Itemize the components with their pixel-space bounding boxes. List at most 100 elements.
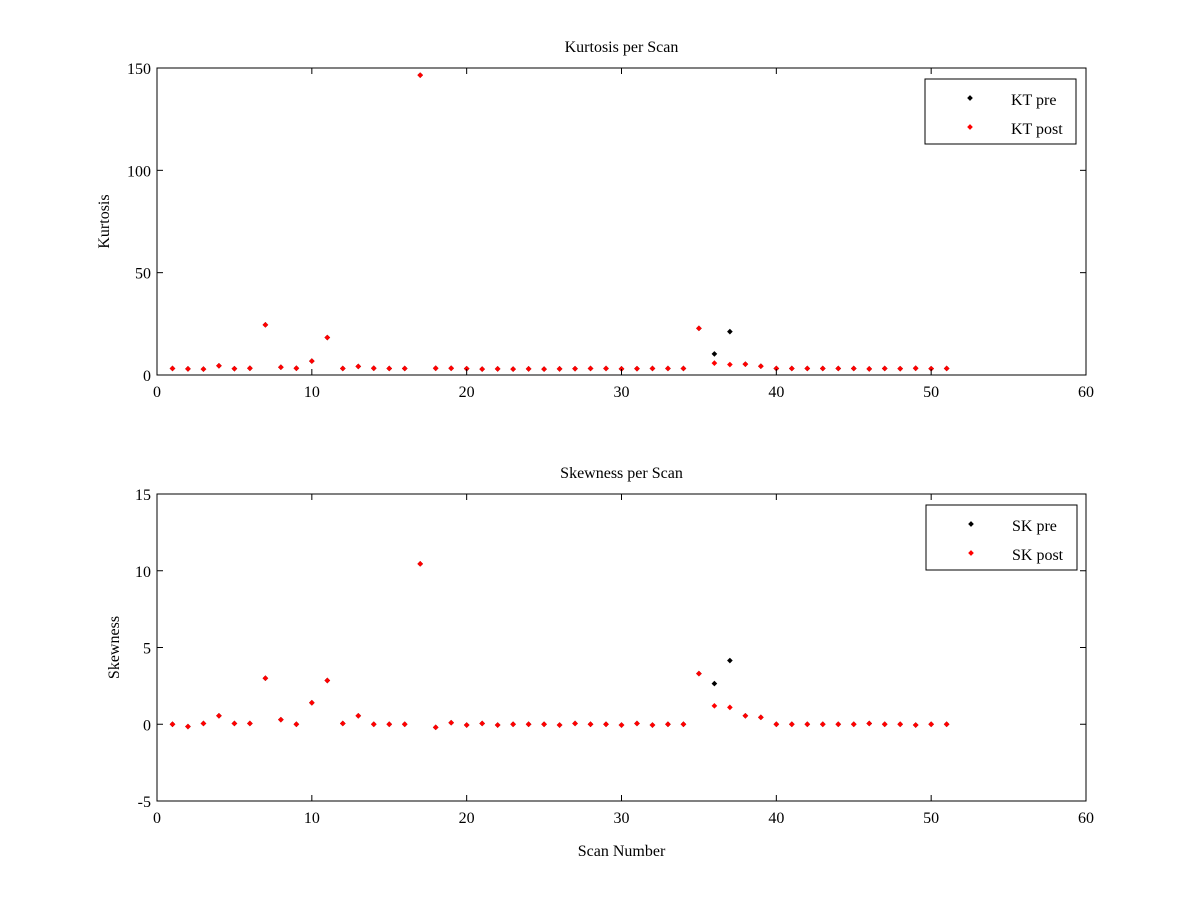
skewness-x-tick-label: 20: [459, 810, 475, 827]
skewness-point-sk-post: [355, 712, 362, 719]
skewness-point-sk-post: [324, 677, 331, 684]
kurtosis-point-kt-post: [324, 334, 331, 341]
skewness-point-sk-post: [835, 721, 842, 728]
kurtosis-point-kt-post: [788, 365, 795, 372]
kurtosis-point-kt-post: [370, 365, 377, 372]
kurtosis-legend-label-kt-pre: KT pre: [1011, 92, 1056, 109]
skewness-point-sk-post: [881, 721, 888, 728]
kurtosis-chart-title: Kurtosis per Scan: [565, 39, 679, 56]
skewness-point-sk-post: [262, 675, 269, 682]
skewness-y-tick-label: 10: [135, 564, 151, 581]
skewness-point-sk-post: [479, 720, 485, 727]
skewness-point-sk-post: [525, 721, 532, 728]
skewness-point-sk-pre: [711, 680, 718, 687]
kurtosis-y-tick-label: 150: [127, 61, 151, 78]
kurtosis-point-kt-pre: [711, 351, 718, 357]
skewness-point-sk-post: [819, 721, 826, 728]
skewness-point-sk-post: [711, 703, 718, 709]
skewness-legend: SK pre SK post: [925, 504, 1078, 571]
skewness-point-sk-post: [216, 712, 222, 719]
skewness-x-tick-label: 60: [1078, 810, 1094, 827]
skewness-legend-box: [925, 504, 1078, 571]
skewness-point-sk-post: [634, 720, 640, 727]
kurtosis-marks: [169, 72, 950, 372]
kurtosis-point-kt-pre: [727, 328, 733, 335]
kurtosis-point-kt-post: [200, 366, 207, 372]
kurtosis-point-kt-post: [355, 363, 362, 370]
skewness-point-sk-post: [309, 699, 315, 706]
kurtosis-point-kt-post: [463, 365, 470, 372]
skewness-point-sk-post: [665, 721, 671, 728]
kurtosis-point-kt-post: [417, 72, 424, 78]
kurtosis-ticks: 0 10 20 30 40 50 60 0 50 100 150: [127, 61, 1094, 401]
kurtosis-point-kt-post: [804, 365, 811, 372]
skewness-point-sk-post: [200, 720, 207, 727]
kurtosis-point-kt-post: [773, 365, 780, 372]
skewness-point-sk-post: [850, 721, 857, 728]
skewness-point-sk-post: [603, 721, 609, 728]
kurtosis-point-kt-post: [850, 365, 857, 372]
skewness-point-sk-post: [804, 721, 811, 728]
skewness-x-tick-label: 30: [614, 810, 630, 827]
skewness-point-sk-post: [572, 720, 578, 727]
skewness-point-sk-post: [494, 722, 501, 728]
kurtosis-point-kt-post: [742, 361, 749, 367]
kurtosis-legend-label-kt-post: KT post: [1011, 121, 1063, 138]
kurtosis-point-kt-post: [881, 365, 888, 372]
skewness-point-sk-post: [680, 721, 687, 728]
kurtosis-point-kt-post: [634, 365, 640, 372]
kurtosis-chart: 0 10 20 30 40 50 60 0 50 100 150 Kurtosis per Scan…: [96, 39, 1094, 401]
skewness-y-axis-label: Skewness: [106, 616, 123, 679]
skewness-point-sk-post: [618, 722, 625, 728]
kurtosis-point-kt-post: [572, 365, 578, 372]
skewness-point-sk-post: [727, 704, 733, 711]
skewness-chart-title: Skewness per Scan: [560, 465, 683, 482]
skewness-point-sk-post: [247, 720, 253, 727]
kurtosis-point-kt-post: [897, 365, 904, 372]
skewness-point-sk-post: [696, 670, 702, 677]
kurtosis-point-kt-post: [494, 366, 501, 372]
kurtosis-point-kt-post: [247, 365, 253, 372]
kurtosis-point-kt-post: [711, 360, 718, 366]
kurtosis-plot-frame: [156, 67, 1087, 376]
skewness-x-tick-label: 50: [923, 810, 939, 827]
kurtosis-y-tick-label: 0: [143, 368, 151, 385]
kurtosis-point-kt-post: [912, 365, 919, 372]
skewness-point-sk-post: [370, 721, 377, 728]
skewness-point-sk-post: [866, 720, 873, 727]
skewness-point-sk-post: [448, 719, 455, 726]
skewness-x-tick-label: 10: [304, 810, 320, 827]
kurtosis-point-kt-post: [386, 365, 393, 372]
kurtosis-x-tick-label: 60: [1078, 384, 1094, 401]
kurtosis-point-kt-post: [649, 365, 656, 372]
kurtosis-point-kt-post: [928, 365, 934, 372]
kurtosis-point-kt-post: [185, 366, 191, 372]
kurtosis-legend: KT pre KT post: [924, 78, 1077, 145]
skewness-point-sk-post: [432, 724, 439, 731]
skewness-point-sk-post: [912, 722, 919, 728]
kurtosis-legend-box: [924, 78, 1077, 145]
kurtosis-point-kt-post: [696, 325, 702, 332]
skewness-legend-label-sk-post: SK post: [1012, 547, 1064, 564]
skewness-point-sk-post: [278, 716, 284, 723]
kurtosis-point-kt-post: [819, 365, 826, 372]
skewness-x-axis-label: Scan Number: [578, 843, 666, 860]
kurtosis-point-kt-post: [727, 361, 733, 368]
kurtosis-point-kt-post: [278, 364, 284, 371]
kurtosis-y-axis-label: Kurtosis: [96, 194, 113, 248]
kurtosis-point-kt-post: [680, 365, 687, 372]
skewness-x-tick-label: 0: [153, 810, 161, 827]
kurtosis-point-kt-post: [231, 365, 238, 372]
skewness-point-sk-post: [541, 721, 547, 728]
skewness-point-sk-post: [773, 721, 780, 728]
kurtosis-point-kt-post: [309, 358, 315, 364]
kurtosis-point-kt-post: [525, 366, 532, 372]
skewness-point-sk-post: [742, 712, 749, 719]
skewness-point-sk-post: [339, 720, 346, 727]
skewness-point-sk-post: [649, 722, 656, 728]
skewness-legend-label-sk-pre: SK pre: [1012, 518, 1057, 535]
skewness-point-sk-post: [231, 720, 238, 727]
